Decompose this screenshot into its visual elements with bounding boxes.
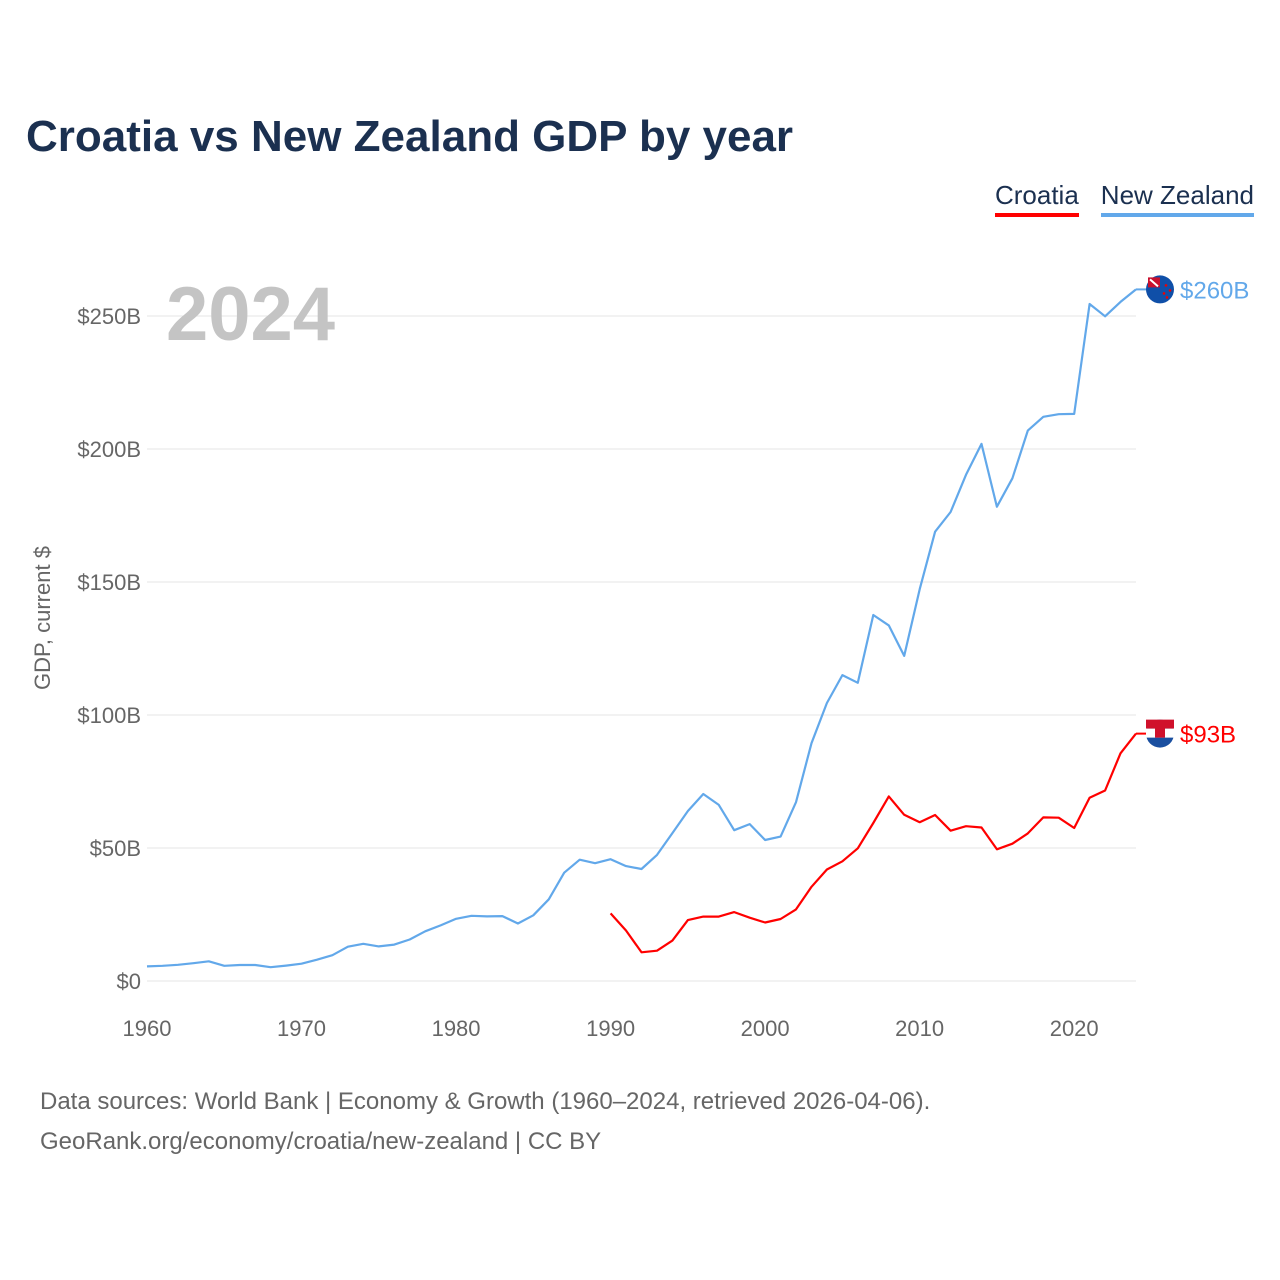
croatia-flag-icon xyxy=(1146,719,1174,748)
legend-croatia[interactable]: Croatia xyxy=(994,180,1079,217)
end-value-label: $93B xyxy=(1180,722,1236,749)
line-chart: $0 $50B $100B $150B $200B $250B 1960 1970 1980 19… xyxy=(30,272,1249,1041)
series-line-croatia[interactable] xyxy=(609,732,1137,954)
source-link[interactable]: GeoRank.org/economy/croatia/new-zealand … xyxy=(40,1128,602,1155)
y-axis-label: GDP, current $ xyxy=(30,546,55,690)
x-tick-label: 2000 xyxy=(741,1016,790,1041)
y-tick-label: $50B xyxy=(90,836,141,861)
x-tick-label: 1990 xyxy=(586,1016,635,1041)
x-tick-label: 2010 xyxy=(895,1016,944,1041)
y-tick-label: $100B xyxy=(77,703,141,728)
legend-new-zealand[interactable]: New Zealand xyxy=(1100,180,1254,217)
source-note: Data sources: World Bank | Economy & Gro… xyxy=(40,1082,930,1162)
year-watermark: 2024 xyxy=(166,272,335,357)
x-tick-label: 1980 xyxy=(432,1016,481,1041)
y-tick-label: $250B xyxy=(77,304,141,329)
chart-title: Croatia vs New Zealand GDP by year xyxy=(26,112,794,161)
y-tick-label: $0 xyxy=(117,969,141,994)
source-line: Data sources: World Bank | Economy & Gro… xyxy=(40,1088,931,1115)
x-tick-label: 2020 xyxy=(1050,1016,1099,1041)
x-tick-label: 1960 xyxy=(123,1016,172,1041)
series-line-new-zealand[interactable] xyxy=(146,288,1137,969)
y-tick-label: $200B xyxy=(77,437,141,462)
y-tick-label: $150B xyxy=(77,570,141,595)
legend: Croatia New Zealand xyxy=(994,180,1254,217)
new-zealand-flag-icon xyxy=(1146,275,1174,304)
end-value-label: $260B xyxy=(1180,277,1249,304)
x-tick-label: 1970 xyxy=(277,1016,326,1041)
